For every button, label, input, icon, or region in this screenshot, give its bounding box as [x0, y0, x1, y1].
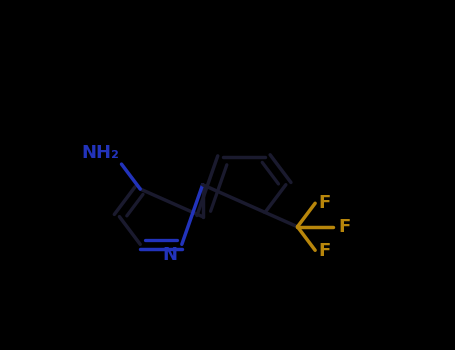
Text: F: F — [319, 242, 331, 260]
Text: F: F — [319, 194, 331, 211]
Text: N: N — [162, 246, 177, 264]
Text: F: F — [338, 218, 350, 236]
Text: NH₂: NH₂ — [81, 144, 119, 162]
